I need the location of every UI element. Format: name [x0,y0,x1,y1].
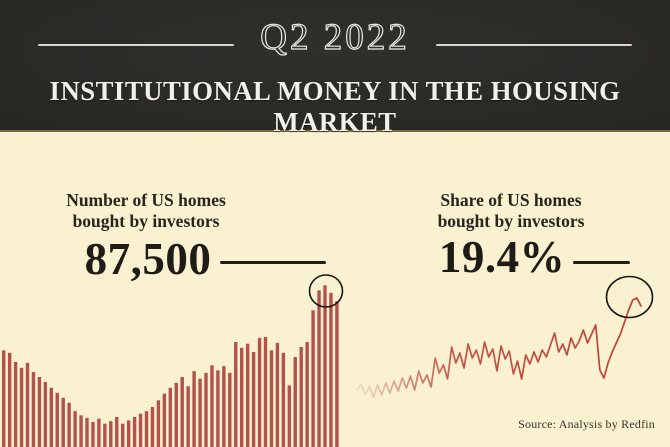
left-callout-line [220,261,326,264]
left-chart-label: Number of US homes bought by investors [0,190,292,231]
bar-highlight-circle [308,274,344,308]
line-highlight-circle [605,275,654,319]
right-chart-label: Share of US homes bought by investors [396,190,626,231]
right-chart-label-line1: Share of US homes [440,190,582,210]
decorative-rule-right [436,44,632,46]
bar-series [2,285,339,447]
left-chart-label-line1: Number of US homes [66,190,226,210]
header-band: Q2 2022 INSTITUTIONAL MONEY IN THE HOUSI… [0,0,670,137]
right-stat-value: 19.4% [438,232,566,282]
page-title: INSTITUTIONAL MONEY IN THE HOUSING MARKE… [49,76,621,137]
line-series [356,297,642,398]
bar-chart [2,274,344,447]
left-chart-label-line2: bought by investors [72,210,220,231]
left-stat-value: 87,500 [84,234,212,284]
period-label: Q2 2022 [260,16,410,58]
right-chart-label-line2: bought by investors [437,210,585,231]
decorative-rule-left [38,44,234,46]
line-chart [356,275,654,398]
source-credit: Source: Analysis by Redfin [518,417,655,431]
right-callout-line [573,261,630,264]
